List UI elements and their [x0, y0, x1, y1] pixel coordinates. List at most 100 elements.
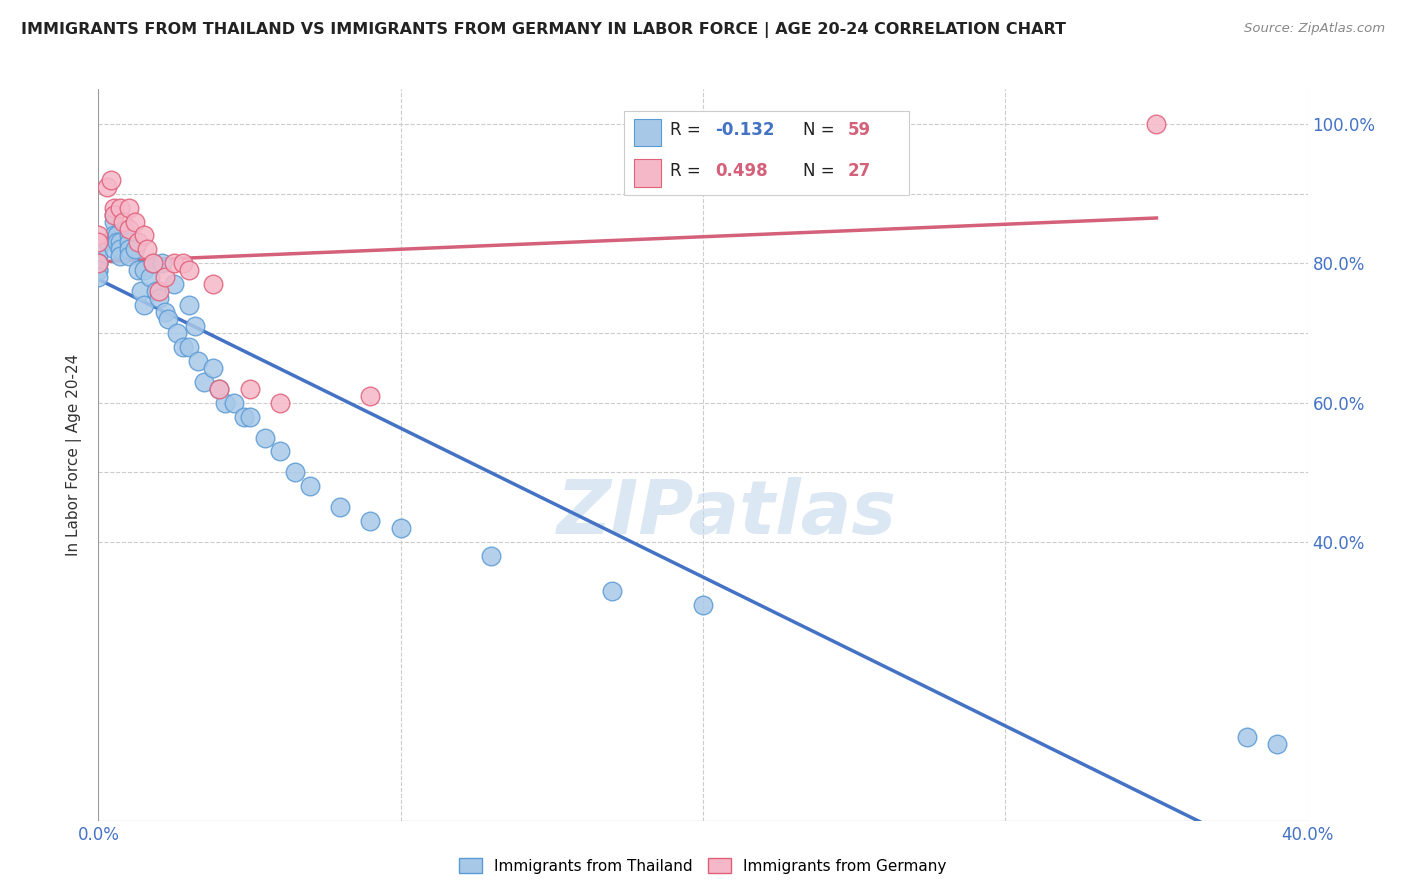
- Point: [142, 256, 165, 270]
- Point: [87, 270, 110, 285]
- Point: [360, 389, 382, 403]
- Point: [172, 256, 194, 270]
- Point: [329, 500, 352, 515]
- Point: [103, 208, 125, 222]
- Point: [148, 284, 170, 298]
- Point: [139, 270, 162, 285]
- Point: [103, 208, 125, 222]
- Point: [103, 243, 125, 257]
- Point: [135, 243, 157, 257]
- Legend: Immigrants from Thailand, Immigrants from Germany: Immigrants from Thailand, Immigrants fro…: [453, 852, 953, 880]
- Text: 59: 59: [848, 121, 872, 139]
- Point: [232, 409, 254, 424]
- Text: 27: 27: [848, 161, 872, 180]
- Point: [481, 549, 503, 563]
- Point: [172, 340, 194, 354]
- FancyBboxPatch shape: [634, 159, 661, 186]
- Point: [208, 382, 231, 396]
- Text: IMMIGRANTS FROM THAILAND VS IMMIGRANTS FROM GERMANY IN LABOR FORCE | AGE 20-24 C: IMMIGRANTS FROM THAILAND VS IMMIGRANTS F…: [21, 22, 1066, 38]
- Point: [118, 201, 141, 215]
- Point: [214, 395, 236, 409]
- Text: N =: N =: [803, 121, 841, 139]
- Point: [179, 340, 201, 354]
- Text: -0.132: -0.132: [716, 121, 775, 139]
- Point: [127, 263, 149, 277]
- Point: [108, 201, 131, 215]
- Point: [87, 256, 110, 270]
- Point: [118, 221, 141, 235]
- Point: [103, 235, 125, 250]
- Point: [179, 263, 201, 277]
- Point: [224, 395, 246, 409]
- Text: 0.498: 0.498: [716, 161, 768, 180]
- Point: [132, 228, 155, 243]
- Point: [87, 243, 110, 257]
- Point: [284, 466, 307, 480]
- Point: [1144, 117, 1167, 131]
- Point: [163, 256, 186, 270]
- Point: [111, 214, 134, 228]
- Point: [269, 444, 291, 458]
- Point: [187, 354, 209, 368]
- Point: [87, 249, 110, 263]
- Point: [602, 583, 624, 598]
- Point: [105, 235, 128, 250]
- Point: [118, 228, 141, 243]
- Point: [87, 263, 110, 277]
- Text: Source: ZipAtlas.com: Source: ZipAtlas.com: [1244, 22, 1385, 36]
- FancyBboxPatch shape: [634, 119, 661, 146]
- Point: [118, 235, 141, 250]
- Point: [269, 395, 291, 409]
- Point: [253, 430, 276, 444]
- Point: [127, 235, 149, 250]
- Text: R =: R =: [671, 121, 706, 139]
- Point: [103, 228, 125, 243]
- Point: [100, 173, 122, 187]
- Point: [156, 312, 179, 326]
- Point: [103, 201, 125, 215]
- Point: [153, 305, 176, 319]
- Point: [124, 214, 146, 228]
- Point: [692, 598, 714, 612]
- Point: [108, 243, 131, 257]
- Point: [87, 256, 110, 270]
- Text: N =: N =: [803, 161, 841, 180]
- Point: [163, 277, 186, 292]
- Point: [193, 375, 215, 389]
- Point: [389, 521, 412, 535]
- Point: [202, 277, 225, 292]
- Point: [87, 235, 110, 250]
- Text: R =: R =: [671, 161, 706, 180]
- Point: [179, 298, 201, 312]
- Point: [132, 263, 155, 277]
- Point: [87, 263, 110, 277]
- Point: [208, 382, 231, 396]
- Point: [132, 298, 155, 312]
- Point: [239, 409, 262, 424]
- Point: [148, 291, 170, 305]
- Point: [142, 256, 165, 270]
- Point: [150, 256, 173, 270]
- Point: [166, 326, 188, 340]
- Point: [153, 270, 176, 285]
- Point: [202, 360, 225, 375]
- FancyBboxPatch shape: [624, 112, 908, 195]
- Point: [87, 228, 110, 243]
- Point: [129, 284, 152, 298]
- Point: [360, 514, 382, 528]
- Point: [118, 243, 141, 257]
- Point: [118, 249, 141, 263]
- Point: [96, 179, 118, 194]
- Point: [87, 256, 110, 270]
- Point: [1236, 730, 1258, 744]
- Point: [103, 214, 125, 228]
- Point: [124, 243, 146, 257]
- Point: [105, 228, 128, 243]
- Point: [108, 235, 131, 250]
- Point: [145, 284, 167, 298]
- Point: [299, 479, 322, 493]
- Point: [184, 319, 207, 334]
- Point: [1267, 737, 1289, 751]
- Point: [239, 382, 262, 396]
- Point: [108, 249, 131, 263]
